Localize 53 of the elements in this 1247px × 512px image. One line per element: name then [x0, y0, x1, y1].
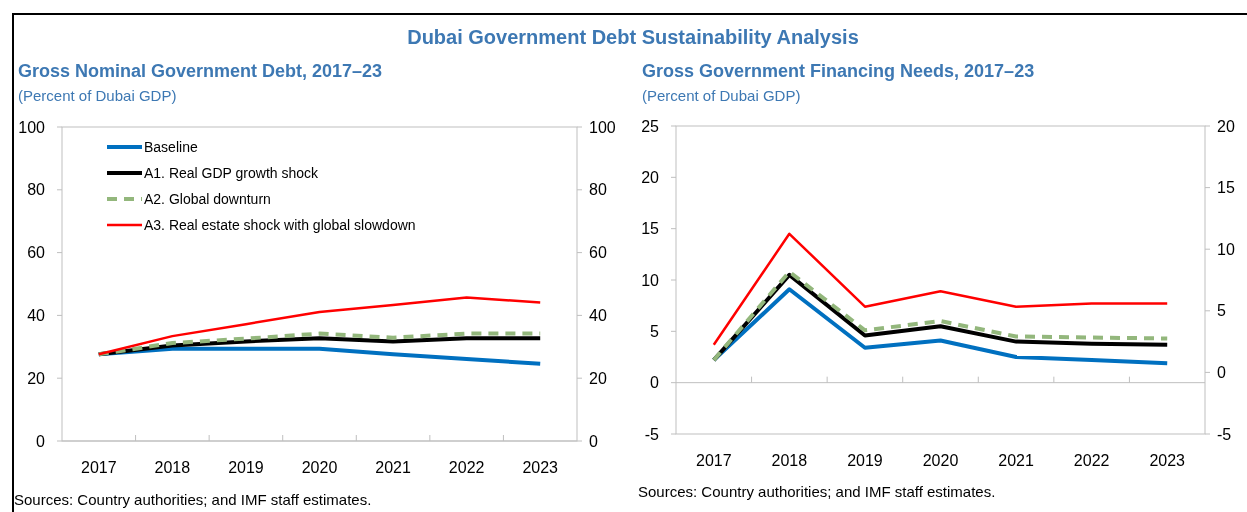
y-tick-label: 100 [18, 118, 46, 136]
x-tick-label: 2022 [1073, 452, 1110, 469]
y2-tick-label: 0 [1217, 364, 1226, 381]
legend-label: Baseline [144, 138, 198, 155]
x-tick-label: 2023 [522, 459, 559, 476]
legend-label: A3. Real estate shock with global slowdown [144, 216, 416, 233]
chart-title: Gross Government Financing Needs, 2017–23 [642, 61, 1035, 81]
y2-tick-label: 5 [1217, 302, 1226, 320]
y-tick-label: -5 [644, 425, 660, 443]
y2-tick-label: 40 [589, 307, 607, 324]
y2-tick-label: 10 [1217, 240, 1235, 258]
chart-subtitle: (Percent of Dubai GDP) [18, 87, 177, 104]
x-tick-label: 2017 [80, 459, 117, 476]
y2-tick-label: 20 [589, 369, 607, 387]
chart-subtitle: (Percent of Dubai GDP) [642, 87, 801, 104]
y-tick-label: 60 [27, 244, 46, 262]
y2-tick-label: -5 [1217, 425, 1232, 443]
y2-tick-label: 100 [589, 118, 616, 136]
y-tick-label: 0 [36, 432, 46, 450]
x-tick-label: 2020 [922, 452, 959, 469]
chart-title: Gross Nominal Government Debt, 2017–23 [18, 61, 383, 81]
y2-tick-label: 15 [1217, 179, 1235, 197]
y2-tick-label: 60 [589, 244, 607, 262]
y-tick-label: 20 [641, 168, 660, 186]
x-tick-label: 2021 [375, 459, 411, 476]
line-series [96, 331, 543, 357]
legend-label: A2. Global downturn [144, 190, 271, 207]
y-tick-label: 25 [641, 117, 660, 135]
source-note: Sources: Country authorities; and IMF staff estimates. [14, 491, 372, 508]
legend-label: A1. Real GDP growth shock [144, 164, 320, 181]
line-series [97, 296, 542, 356]
x-tick-label: 2018 [154, 459, 191, 476]
y-tick-label: 20 [27, 369, 46, 387]
x-tick-label: 2018 [771, 452, 808, 469]
y-tick-label: 10 [641, 271, 660, 289]
y-tick-label: 0 [650, 374, 660, 392]
y-tick-label: 40 [27, 307, 46, 324]
x-tick-label: 2022 [448, 459, 485, 476]
source-note: Sources: Country authorities; and IMF staff estimates. [638, 483, 996, 500]
y-tick-label: 80 [27, 181, 46, 199]
text: Dubai Government Debt Sustainability Analysis [407, 26, 859, 48]
line-series [712, 232, 1169, 346]
y-tick-label: 15 [641, 220, 660, 238]
x-tick-label: 2019 [228, 459, 264, 476]
y2-tick-label: 80 [589, 181, 607, 199]
y-tick-label: 5 [650, 322, 660, 340]
x-tick-label: 2023 [1149, 452, 1186, 469]
y2-tick-label: 20 [1217, 117, 1235, 135]
x-tick-label: 2021 [998, 452, 1034, 469]
x-tick-label: 2019 [847, 452, 883, 469]
y2-tick-label: 0 [589, 432, 598, 450]
x-tick-label: 2017 [695, 452, 732, 469]
x-tick-label: 2020 [301, 459, 338, 476]
